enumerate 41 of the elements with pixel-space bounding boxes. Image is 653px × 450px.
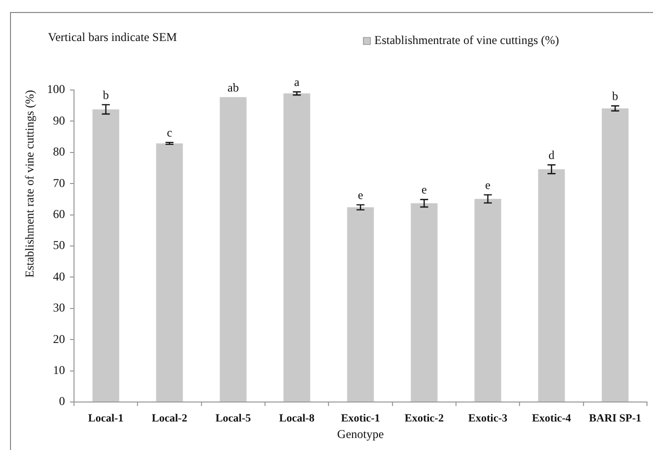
y-axis-title: Establishment rate of vine cuttings (%): [22, 90, 36, 278]
y-tick-label: 30: [53, 300, 65, 315]
y-tick-label: 20: [53, 332, 65, 346]
y-tick-label: 0: [59, 394, 65, 408]
y-tick-label: 50: [53, 238, 65, 252]
y-tick-label: 10: [53, 362, 65, 377]
data-label: d: [548, 148, 554, 162]
x-tick-label: BARI SP-1: [589, 412, 642, 424]
y-tick-label: 100: [47, 82, 65, 96]
bar: [347, 207, 374, 402]
x-tick-label: Exotic-3: [468, 412, 508, 424]
bar: [92, 109, 120, 402]
data-label: a: [294, 75, 300, 90]
data-label: b: [612, 89, 618, 104]
x-tick-label: Exotic-2: [404, 412, 444, 424]
x-tick-label: Local-5: [215, 412, 252, 424]
bar: [602, 108, 629, 402]
data-label: e: [485, 178, 490, 192]
bar: [474, 198, 502, 402]
x-tick-label: Local-2: [152, 412, 188, 424]
text: Vertical bars indicate SEM: [48, 30, 178, 44]
bar: [220, 97, 247, 402]
y-tick-label: 90: [53, 113, 65, 128]
bar: [283, 93, 310, 402]
x-axis-title: Genotype: [337, 426, 384, 441]
bar: [538, 169, 565, 402]
data-label: e: [422, 182, 427, 197]
x-tick-label: Local-8: [279, 412, 316, 424]
bar: [156, 143, 183, 402]
data-label: e: [358, 188, 364, 202]
data-label: c: [166, 126, 172, 140]
data-label: b: [102, 88, 109, 102]
bar: [410, 203, 438, 402]
y-tick-label: 70: [53, 176, 65, 190]
data-label: ab: [228, 80, 239, 94]
x-tick-label: Exotic-1: [340, 412, 380, 424]
y-tick-label: 60: [53, 206, 65, 221]
x-tick-label: Exotic-4: [532, 412, 572, 424]
y-tick-label: 80: [53, 144, 65, 159]
y-tick-label: 40: [53, 269, 65, 284]
x-tick-label: Local-1: [88, 412, 124, 424]
